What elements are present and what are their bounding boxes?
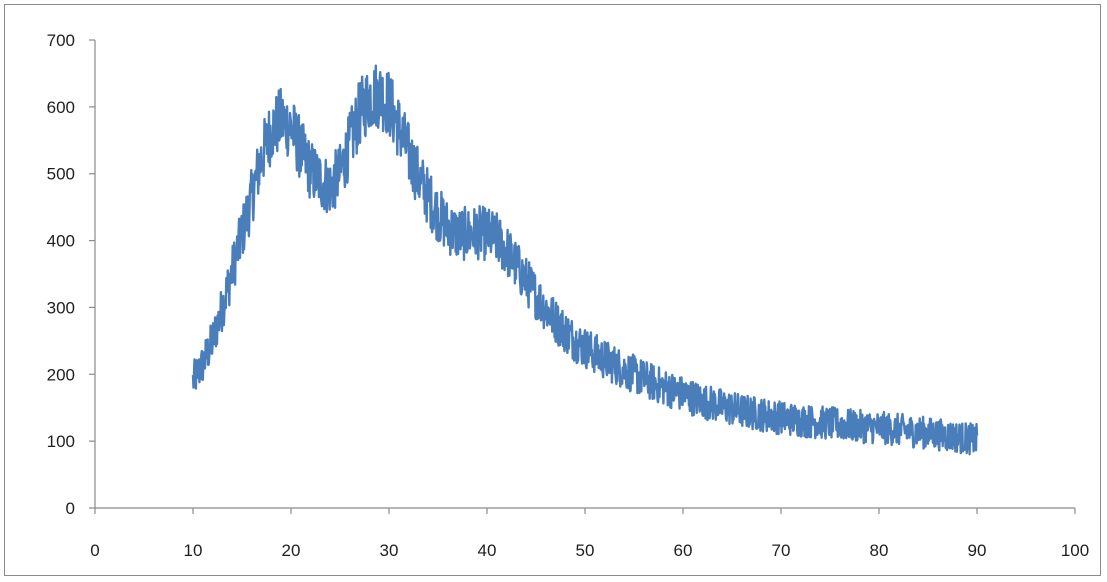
x-tick-label: 70 <box>772 541 791 560</box>
x-tick-label: 10 <box>184 541 203 560</box>
chart-frame <box>4 4 1101 576</box>
x-tick-label: 50 <box>576 541 595 560</box>
x-tick-label: 80 <box>870 541 889 560</box>
x-tick-label: 100 <box>1061 541 1089 560</box>
y-tick-label: 400 <box>47 232 75 251</box>
x-tick-label: 20 <box>282 541 301 560</box>
x-tick-label: 60 <box>674 541 693 560</box>
y-tick-label: 100 <box>47 432 75 451</box>
series-layer <box>191 64 979 456</box>
y-axis-ticks: 0 100 200 300 400 500 600 700 <box>47 31 95 518</box>
series-line-0 <box>191 64 979 456</box>
x-tick-label: 40 <box>478 541 497 560</box>
y-tick-label: 0 <box>66 499 75 518</box>
x-tick-label: 90 <box>968 541 987 560</box>
y-tick-label: 500 <box>47 165 75 184</box>
x-tick-label: 30 <box>380 541 399 560</box>
x-axis-ticks: 0 10 20 30 40 50 60 70 80 90 100 <box>90 508 1089 560</box>
x-tick-label: 0 <box>90 541 99 560</box>
y-tick-label: 600 <box>47 98 75 117</box>
y-tick-label: 300 <box>47 298 75 317</box>
y-tick-label: 700 <box>47 31 75 50</box>
y-tick-label: 200 <box>47 365 75 384</box>
